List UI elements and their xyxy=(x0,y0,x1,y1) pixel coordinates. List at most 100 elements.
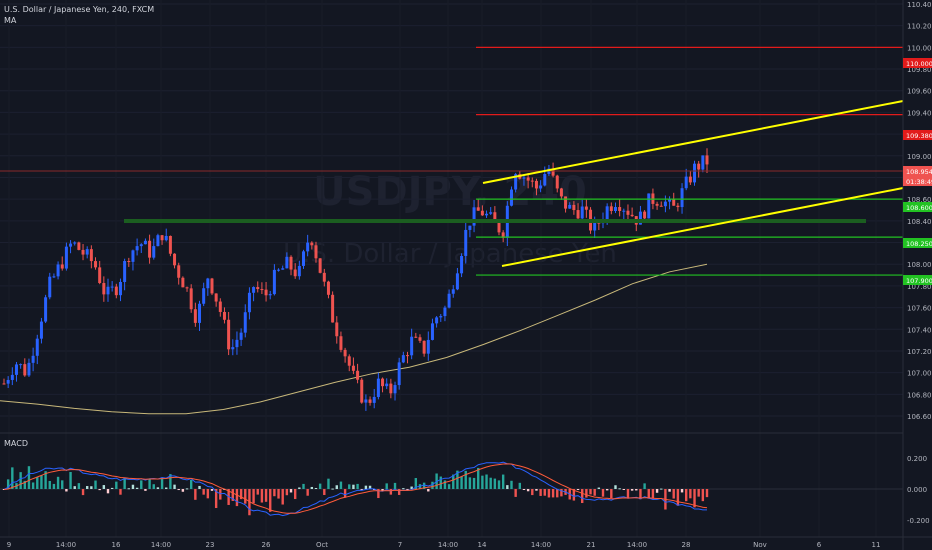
candle-body xyxy=(127,260,131,262)
time-tick-label: 23 xyxy=(206,541,215,549)
time-axis[interactable]: 9 14:00 16 14:00 23 26 Oct 7 14:00 14 14:00 21 14:00… xyxy=(7,541,881,549)
candle-body xyxy=(480,210,484,216)
channel-upper-line[interactable] xyxy=(482,100,904,184)
candle-body xyxy=(123,260,127,282)
macd-histogram-bar xyxy=(697,489,700,497)
candle-body xyxy=(110,286,114,288)
macd-label[interactable]: MACD xyxy=(4,439,28,448)
macd-histogram-bar xyxy=(214,489,218,509)
candle-body xyxy=(572,204,576,211)
candle-body xyxy=(214,293,218,302)
macd-histogram-bar xyxy=(506,485,509,489)
macd-histogram-bar xyxy=(36,477,39,489)
macd-histogram-bar xyxy=(65,489,68,492)
macd-histogram-bar xyxy=(456,470,459,489)
channel-lower-line[interactable] xyxy=(501,187,904,267)
candle-body xyxy=(688,176,692,183)
price-label-text: 108.954 xyxy=(906,168,932,176)
macd-histogram-bar xyxy=(660,488,663,490)
price-tick-label: 108.000 xyxy=(907,261,932,269)
macd-histogram-bar xyxy=(210,489,214,491)
candle-body xyxy=(156,235,160,247)
macd-histogram-bar xyxy=(356,483,359,489)
macd-histogram-bar xyxy=(61,480,64,489)
macd-histogram-bar xyxy=(40,475,43,489)
macd-histogram-bar xyxy=(647,489,650,499)
macd-histogram-bar xyxy=(160,478,164,489)
candle-body xyxy=(697,163,701,170)
candle-body xyxy=(405,355,409,357)
candle-body xyxy=(193,309,197,323)
candle-body xyxy=(397,362,401,386)
macd-histogram-bar xyxy=(352,484,355,489)
indicator-label[interactable]: MA xyxy=(4,16,17,25)
macd-histogram-bar xyxy=(385,483,388,489)
candle-body xyxy=(173,253,177,266)
candle-body xyxy=(597,222,601,224)
macd-axis[interactable]: 0.200 0.000 -0.200 xyxy=(907,455,930,525)
candle-body xyxy=(526,177,530,181)
candle-body xyxy=(343,349,347,357)
macd-histogram-bar xyxy=(285,489,289,496)
candle-body xyxy=(60,264,64,269)
price-tick-label: 107.800 xyxy=(907,283,932,291)
candle-body xyxy=(368,399,372,403)
macd-histogram-bar xyxy=(127,488,130,490)
price-tick-label: 107.600 xyxy=(907,305,932,313)
candle-body xyxy=(143,240,147,245)
candle-body xyxy=(6,379,10,384)
candle-body xyxy=(77,242,81,250)
macd-histogram-bar xyxy=(402,488,405,490)
macd-histogram-bar xyxy=(589,489,592,495)
macd-histogram-bar xyxy=(314,487,318,489)
macd-histogram-bar xyxy=(526,489,530,492)
candle-body xyxy=(593,222,597,231)
macd-histogram-bar xyxy=(44,471,47,489)
macd-histogram-bar xyxy=(98,489,101,491)
macd-histogram-bar xyxy=(614,485,617,489)
time-tick-label: 9 xyxy=(7,541,11,549)
macd-histogram-bar xyxy=(472,477,476,489)
macd-histogram-bar xyxy=(348,484,351,489)
macd-histogram-bar xyxy=(181,489,185,492)
candle-body xyxy=(622,210,626,212)
symbol-title[interactable]: U.S. Dollar / Japanese Yen, 240, FXCM xyxy=(4,5,155,14)
candle-body xyxy=(580,206,584,219)
candle-body xyxy=(514,174,518,190)
macd-histogram-bar xyxy=(431,481,434,489)
candle-body xyxy=(64,246,68,269)
time-tick-label: Nov xyxy=(753,541,767,549)
candle-body xyxy=(198,303,202,323)
macd-histogram-bar xyxy=(90,486,93,489)
macd-histogram-bar xyxy=(169,474,172,489)
candle-body xyxy=(289,256,293,270)
candle-body xyxy=(35,338,39,356)
macd-histogram-bar xyxy=(23,480,26,489)
candle-body xyxy=(339,336,343,350)
candle-body xyxy=(468,225,472,230)
candle-body xyxy=(568,204,572,209)
candle-body xyxy=(152,246,156,258)
price-label-box xyxy=(903,130,932,140)
macd-histogram-bar xyxy=(680,489,684,493)
macd-histogram-bar xyxy=(389,489,393,495)
price-label-box xyxy=(903,176,932,186)
macd-histogram-bar xyxy=(327,478,330,489)
price-tick-label: 110.000 xyxy=(907,44,932,52)
candle-body xyxy=(647,193,651,219)
candle-body xyxy=(418,337,422,341)
price-label-box xyxy=(903,58,932,68)
macd-histogram-bar xyxy=(85,486,89,489)
candle-body xyxy=(10,374,14,380)
macd-histogram-bar xyxy=(518,482,522,489)
price-tick-label: 107.000 xyxy=(907,370,932,378)
macd-histogram-bar xyxy=(489,477,492,489)
macd-histogram-bar xyxy=(73,486,76,489)
macd-histogram-bar xyxy=(643,483,646,489)
candle-body xyxy=(630,214,634,217)
macd-histogram-bar xyxy=(547,489,551,498)
macd-histogram-bar xyxy=(239,489,243,500)
price-label-box xyxy=(903,202,932,212)
candle-body xyxy=(264,289,268,296)
